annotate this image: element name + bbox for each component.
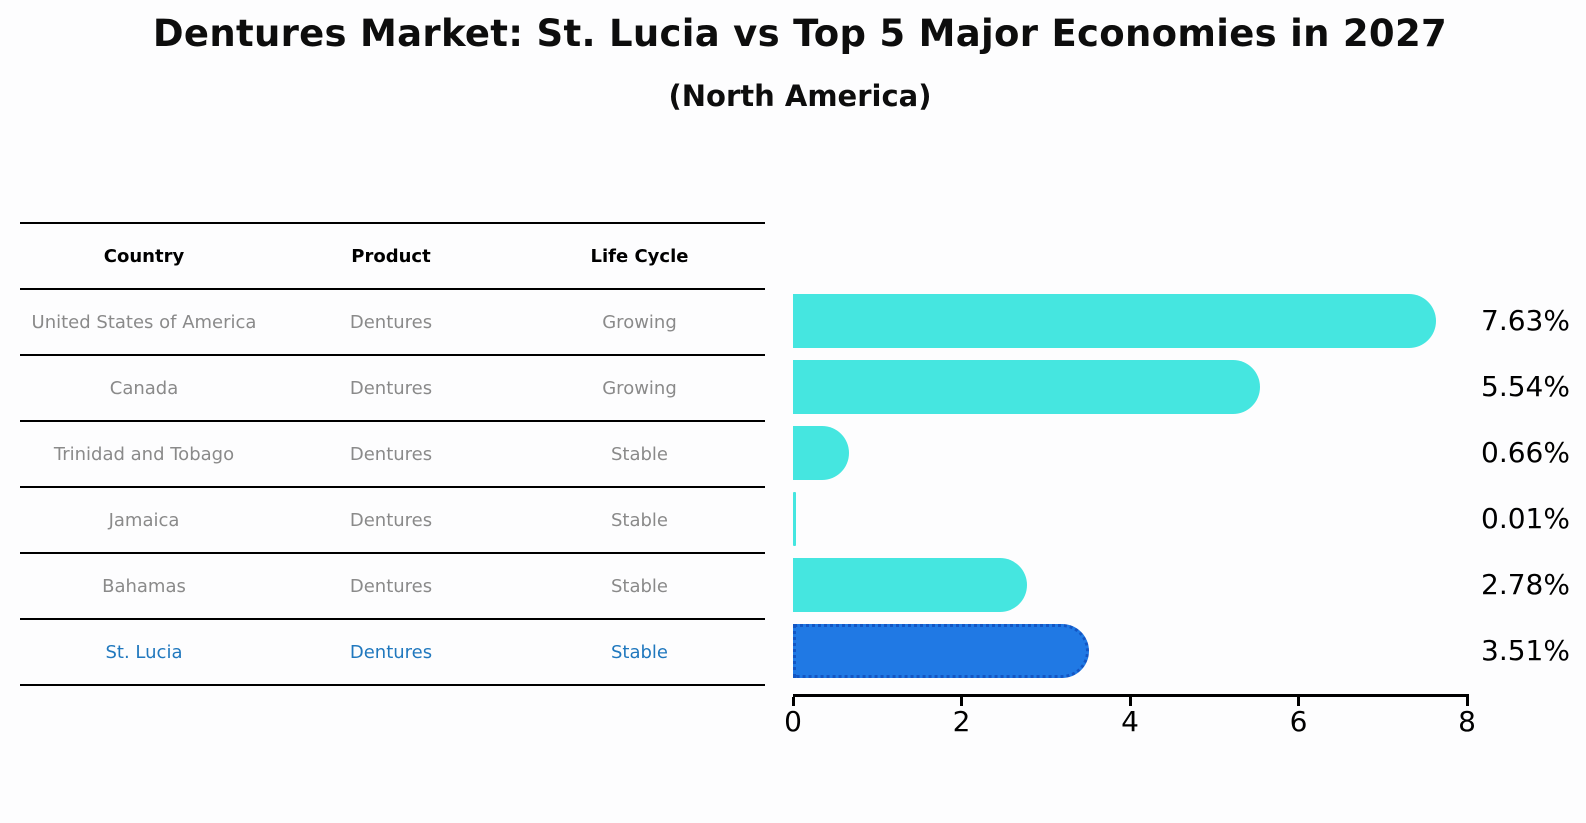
x-axis-tick — [1465, 697, 1469, 706]
bar-jamaica — [793, 492, 796, 546]
bar-value-label: 5.54% — [1481, 370, 1570, 403]
table-cell-product: Dentures — [349, 311, 433, 333]
x-axis-tick-label: 4 — [1121, 705, 1139, 738]
comparison-table: Country Product Life Cycle United States… — [20, 222, 765, 686]
bar-st-lucia — [793, 624, 1089, 678]
bar-trinidad-and-tobago — [793, 426, 849, 480]
bar-united-states-of-america — [793, 294, 1436, 348]
table-cell-country: Trinidad and Tobago — [53, 443, 235, 465]
table-cell-life-cycle: Growing — [602, 311, 677, 333]
table-row-st-lucia: St. Lucia Dentures Stable — [20, 618, 765, 686]
x-axis-tick-label: 6 — [1289, 705, 1308, 738]
table-row-united-states-of-america: United States of America Dentures Growing — [20, 288, 765, 354]
x-axis-tick-label: 8 — [1458, 705, 1476, 738]
table-cell-product: Dentures — [349, 377, 433, 399]
x-axis-tick — [1128, 697, 1132, 706]
bar-canada — [793, 360, 1260, 414]
table-cell-country: United States of America — [31, 311, 257, 333]
column-header-life-cycle: Life Cycle — [590, 245, 689, 267]
x-axis-tick-label: 0 — [784, 705, 802, 738]
x-axis-tick — [960, 697, 963, 706]
table-header-row: Country Product Life Cycle — [20, 222, 765, 288]
table-cell-country: Canada — [109, 377, 179, 399]
table-cell-product: Dentures — [349, 575, 433, 597]
column-header-product: Product — [351, 245, 431, 267]
table-cell-product: Dentures — [349, 509, 433, 531]
table-cell-country: Bahamas — [102, 575, 186, 597]
table-cell-product: Dentures — [349, 443, 433, 465]
x-axis-line — [793, 694, 1469, 697]
table-cell-product: Dentures — [349, 641, 433, 663]
table-cell-country: St. Lucia — [105, 641, 183, 663]
table-body: United States of America Dentures Growing C… — [20, 288, 765, 686]
table-cell-country: Jamaica — [108, 509, 180, 531]
table-cell-life-cycle: Stable — [610, 443, 668, 465]
table-cell-life-cycle: Stable — [610, 575, 668, 597]
column-header-country: Country — [103, 245, 185, 267]
x-axis-tick-label: 2 — [952, 705, 971, 738]
table-cell-life-cycle: Stable — [610, 509, 668, 531]
table-row-bahamas: Bahamas Dentures Stable — [20, 552, 765, 618]
table-cell-life-cycle: Stable — [610, 641, 668, 663]
x-axis-tick — [791, 697, 795, 706]
x-axis-tick — [1297, 697, 1300, 706]
bar-value-label: 7.63% — [1481, 304, 1570, 337]
page-subtitle: (North America) — [668, 79, 932, 113]
bar-value-label: 2.78% — [1481, 568, 1570, 601]
table-row-trinidad-and-tobago: Trinidad and Tobago Dentures Stable — [20, 420, 765, 486]
table-cell-life-cycle: Growing — [602, 377, 677, 399]
bar-value-label: 0.01% — [1481, 502, 1570, 535]
table-row-jamaica: Jamaica Dentures Stable — [20, 486, 765, 552]
page-title: Dentures Market: St. Lucia vs Top 5 Majo… — [152, 12, 1448, 55]
table-row-canada: Canada Dentures Growing — [20, 354, 765, 420]
bar-value-label: 0.66% — [1481, 436, 1570, 469]
bar-bahamas — [793, 558, 1028, 612]
bar-value-label: 3.51% — [1481, 634, 1570, 667]
